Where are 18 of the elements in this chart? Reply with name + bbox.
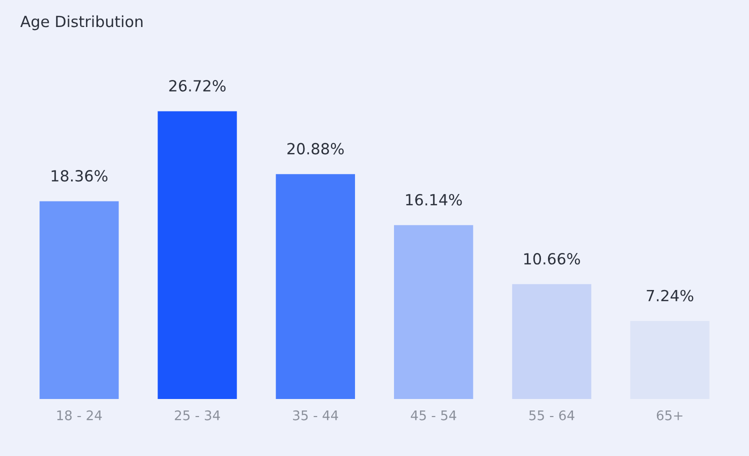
x-tick-label: 25 - 34: [174, 410, 220, 420]
bar: [512, 284, 592, 399]
bar: [276, 174, 356, 399]
data-label: 26.72%: [169, 80, 226, 92]
x-tick-label: 35 - 44: [293, 410, 338, 420]
bar: [158, 111, 237, 399]
x-tick-label: 65+: [656, 410, 682, 420]
data-label: 7.24%: [646, 290, 694, 302]
data-label: 10.66%: [524, 252, 580, 265]
data-label: 18.36%: [52, 170, 108, 182]
data-label: 16.14%: [406, 194, 462, 206]
x-tick-label: 18 - 24: [57, 410, 102, 420]
bar: [394, 225, 474, 399]
x-tick-label: 45 - 54: [410, 410, 456, 420]
data-label: 20.88%: [287, 142, 344, 154]
chart-title: Age Distribution: [20, 15, 142, 30]
x-tick-label: 55 - 64: [529, 410, 574, 420]
bar: [40, 201, 119, 399]
